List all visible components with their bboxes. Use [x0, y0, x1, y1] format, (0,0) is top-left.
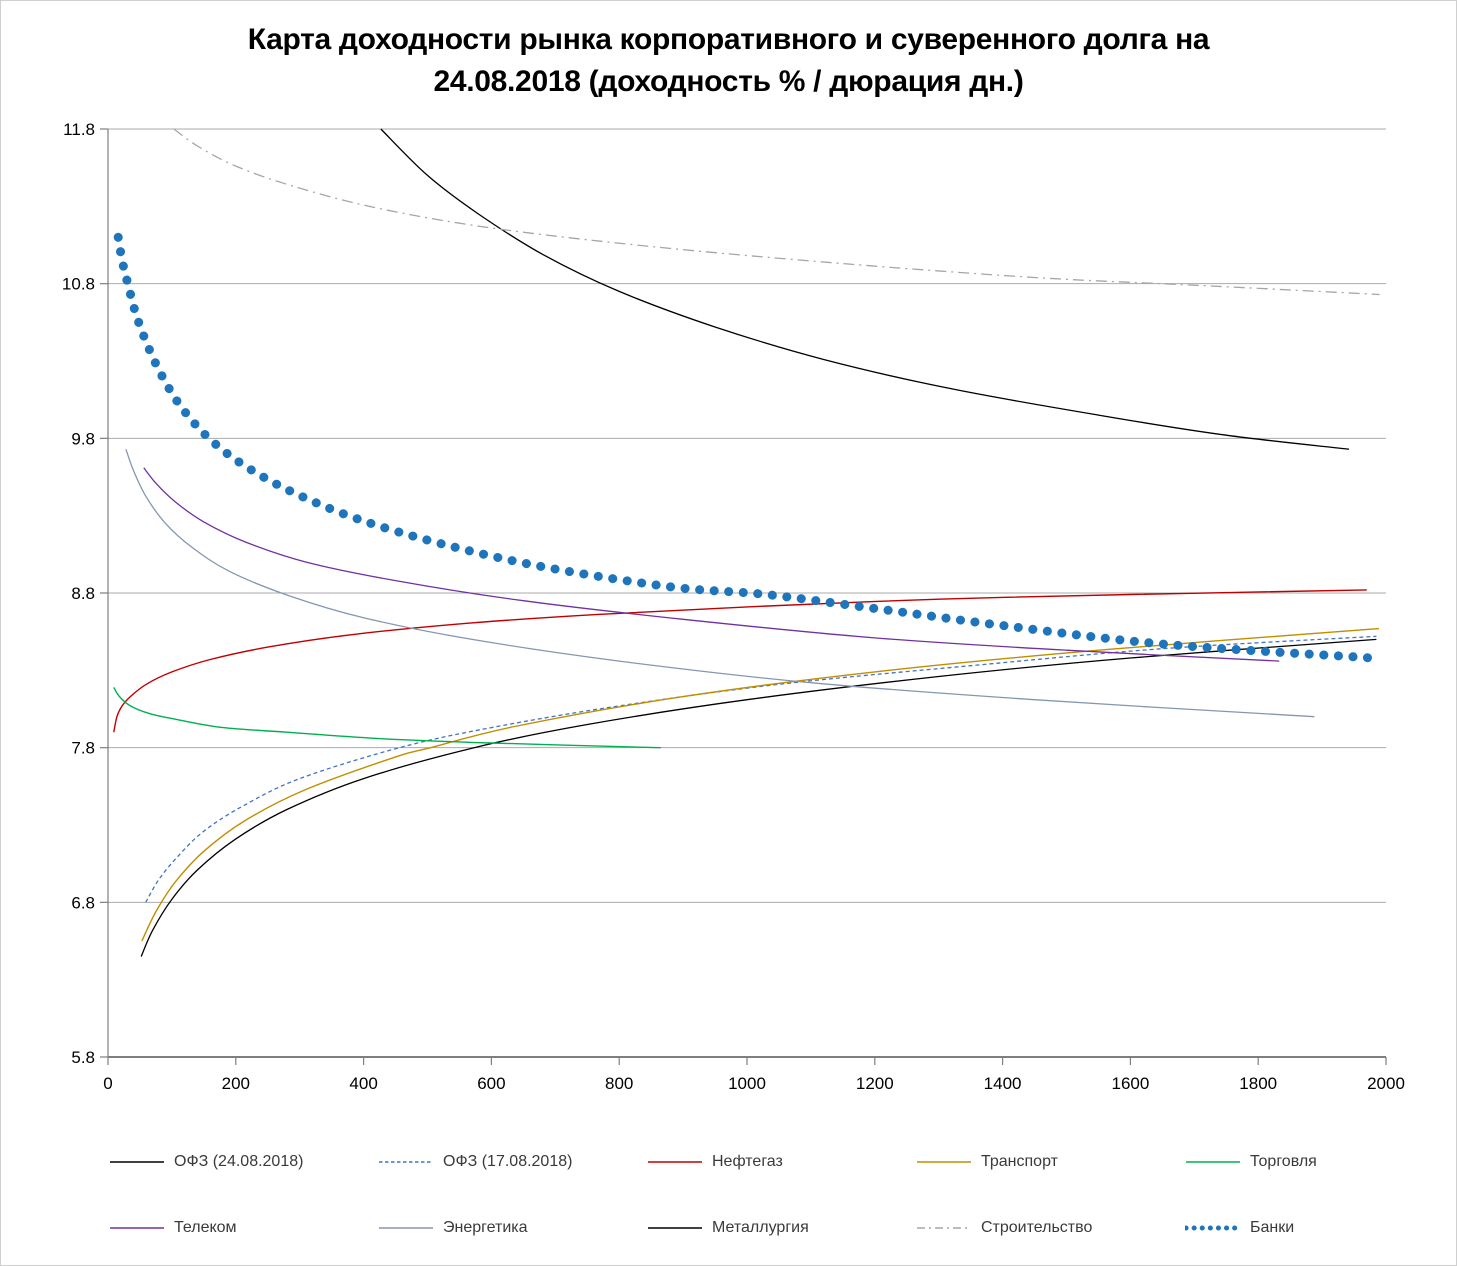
- legend-swatch-neftegaz-icon: [648, 1161, 702, 1163]
- x-tick-label: 1200: [856, 1074, 894, 1093]
- legend-label-energetika: Энергетика: [443, 1219, 528, 1236]
- series-line-transport: [141, 627, 1380, 942]
- series-line-ofz24: [140, 638, 1377, 957]
- legend-row-1: ОФЗ (24.08.2018) ОФЗ (17.08.2018) Нефтегаз…: [109, 1129, 1454, 1195]
- x-tick-label: 2000: [1367, 1074, 1405, 1093]
- legend: ОФЗ (24.08.2018) ОФЗ (17.08.2018) Нефтегаз…: [109, 1129, 1454, 1261]
- legend-swatch-stroitelstvo-icon: [917, 1227, 971, 1229]
- series-line-neftegaz: [113, 589, 1367, 733]
- legend-item-torgovlya: Торговля: [1185, 1153, 1454, 1171]
- legend-item-metallurgiya: Металлургия: [647, 1219, 916, 1237]
- legend-label-ofz24: ОФЗ (24.08.2018): [174, 1153, 304, 1170]
- legend-item-banki: Банки: [1185, 1219, 1454, 1237]
- x-tick-label: 400: [349, 1074, 377, 1093]
- series-line-banki: [113, 232, 1377, 663]
- legend-label-metallurgiya: Металлургия: [712, 1219, 809, 1236]
- x-tick-label: 0: [103, 1074, 112, 1093]
- chart-title-line-1: Карта доходности рынка корпоративного и …: [247, 23, 1210, 56]
- series-line-energetika: [125, 448, 1315, 718]
- y-tick-label: 5.8: [71, 1048, 95, 1067]
- series-line-stroitelstvo: [173, 128, 1380, 296]
- x-tick-label: 600: [477, 1074, 505, 1093]
- legend-label-torgovlya: Торговля: [1250, 1153, 1317, 1170]
- legend-swatch-metallurgiya-icon: [648, 1227, 702, 1229]
- legend-swatch-transport-icon: [917, 1161, 971, 1163]
- y-tick-label: 10.8: [62, 275, 95, 294]
- legend-swatch-ofz17-icon: [379, 1161, 433, 1163]
- y-tick-label: 9.8: [71, 429, 95, 448]
- legend-swatch-ofz24-icon: [110, 1161, 164, 1163]
- legend-label-neftegaz: Нефтегаз: [712, 1153, 783, 1170]
- legend-label-telekom: Телеком: [174, 1219, 237, 1236]
- series-line-metallurgiya: [380, 128, 1349, 450]
- series-line-telekom: [143, 467, 1280, 662]
- x-tick-label: 1000: [728, 1074, 766, 1093]
- legend-item-neftegaz: Нефтегаз: [647, 1153, 916, 1171]
- legend-swatch-telekom-icon: [110, 1227, 164, 1229]
- legend-item-stroitelstvo: Строительство: [916, 1219, 1185, 1237]
- legend-label-ofz17: ОФЗ (17.08.2018): [443, 1153, 573, 1170]
- legend-swatch-torgovlya-icon: [1186, 1161, 1240, 1163]
- x-tick-label: 1800: [1239, 1074, 1277, 1093]
- legend-item-telekom: Телеком: [109, 1219, 378, 1237]
- legend-row-2: Телеком Энергетика Металлургия Строительств…: [109, 1195, 1454, 1261]
- x-tick-label: 1600: [1111, 1074, 1149, 1093]
- legend-label-banki: Банки: [1250, 1219, 1295, 1236]
- series-line-torgovlya: [113, 686, 661, 749]
- x-tick-label: 200: [222, 1074, 250, 1093]
- legend-item-ofz17: ОФЗ (17.08.2018): [378, 1153, 647, 1171]
- legend-item-transport: Транспорт: [916, 1153, 1185, 1171]
- x-tick-label: 800: [605, 1074, 633, 1093]
- legend-swatch-energetika-icon: [379, 1227, 433, 1229]
- legend-label-transport: Транспорт: [981, 1153, 1058, 1170]
- x-tick-label: 1400: [984, 1074, 1022, 1093]
- y-tick-label: 7.8: [71, 739, 95, 758]
- legend-item-energetika: Энергетика: [378, 1219, 647, 1237]
- y-tick-label: 8.8: [71, 584, 95, 603]
- legend-label-stroitelstvo: Строительство: [981, 1219, 1093, 1236]
- legend-item-ofz24: ОФЗ (24.08.2018): [109, 1153, 378, 1171]
- chart-title-line-2: 24.08.2018 (доходность % / дюрация дн.): [433, 65, 1024, 98]
- y-tick-label: 11.8: [63, 120, 95, 139]
- chart-title: Карта доходности рынка корпоративного и …: [1, 19, 1456, 103]
- y-tick-label: 6.8: [71, 893, 95, 912]
- legend-swatch-banki-icon: [1185, 1225, 1241, 1231]
- series-line-ofz17: [145, 635, 1377, 903]
